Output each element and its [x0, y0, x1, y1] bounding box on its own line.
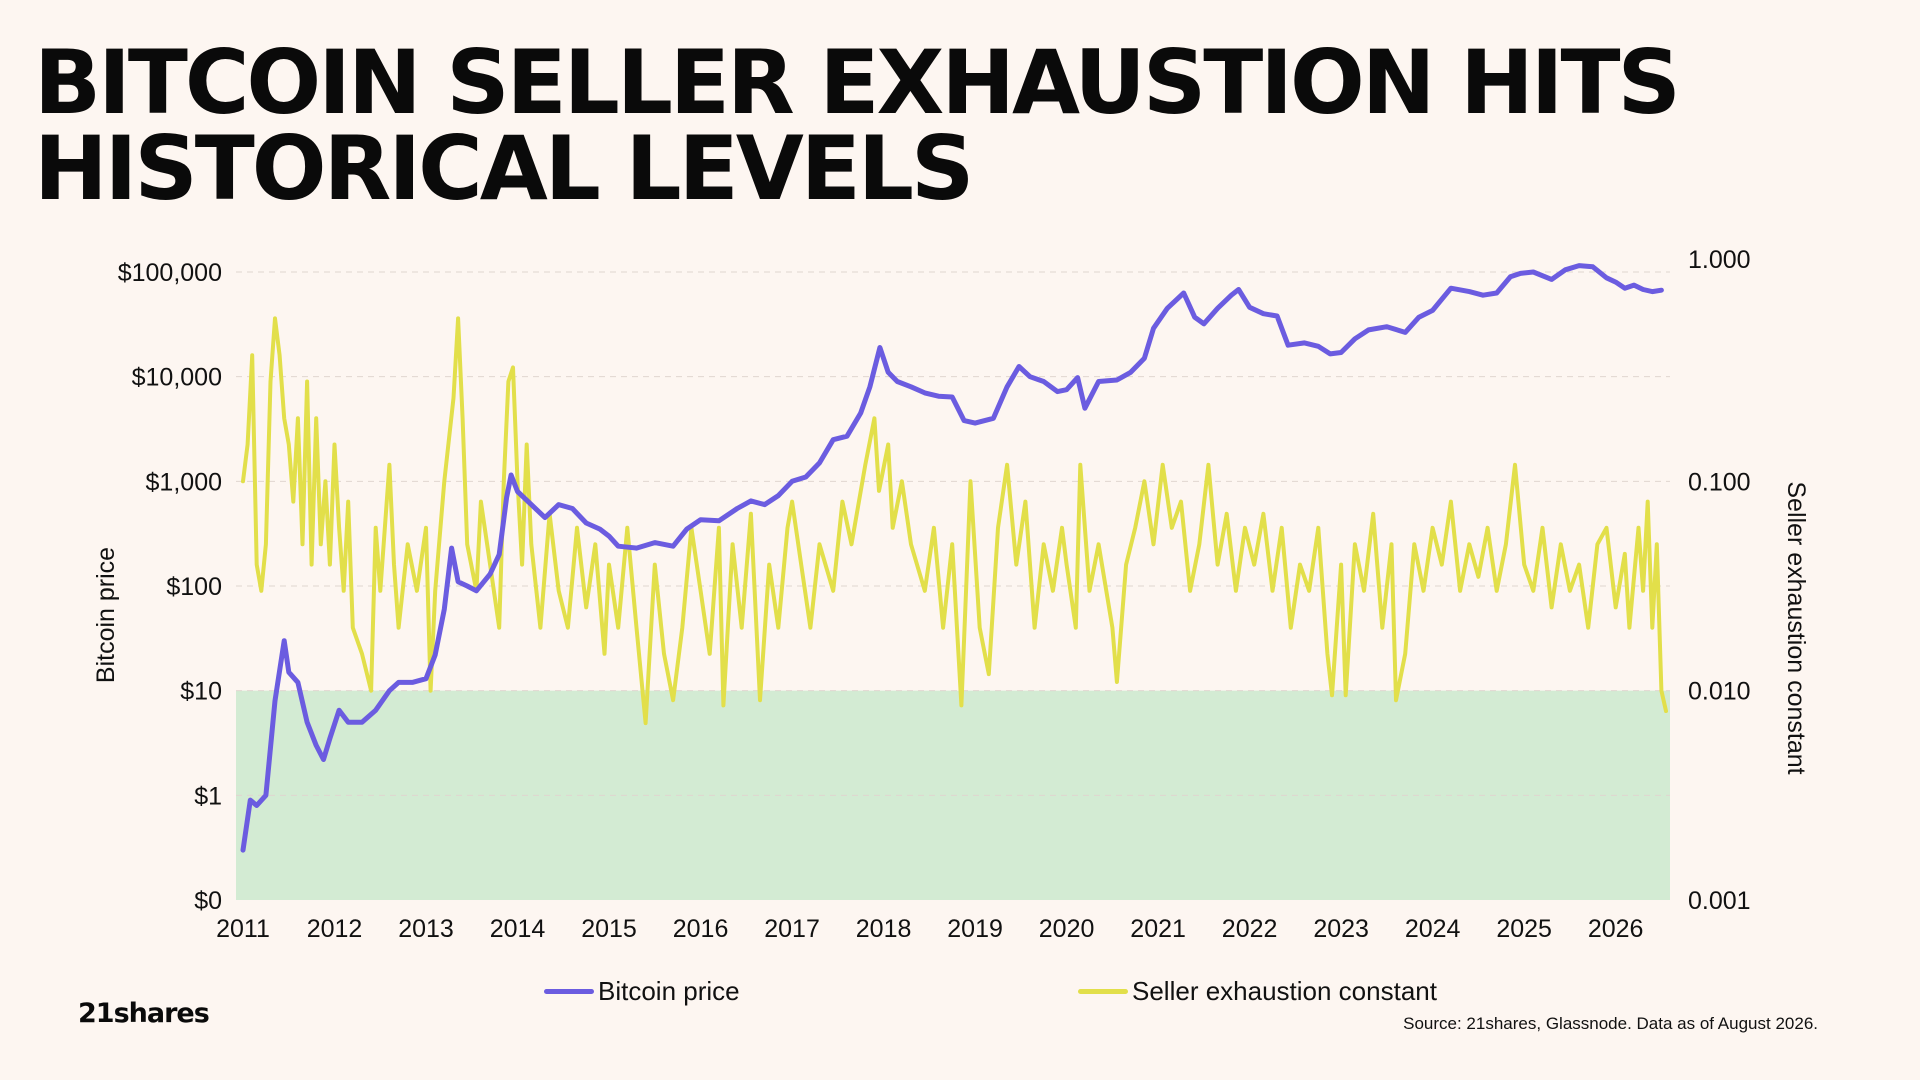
- logo-21shares: 21shares: [78, 998, 210, 1029]
- legend-label-seller-exhaustion: Seller exhaustion constant: [1132, 976, 1437, 1006]
- x-tick-label: 2011: [216, 915, 270, 943]
- right-tick-label: 0.010: [1688, 678, 1751, 706]
- right-tick-label: 1.000: [1688, 246, 1751, 274]
- x-tick-label: 2023: [1313, 915, 1369, 943]
- left-tick-label: $1: [194, 782, 222, 810]
- x-tick-label: 2019: [947, 915, 1003, 943]
- x-tick-label: 2026: [1588, 915, 1644, 943]
- right-tick-label: 0.100: [1688, 468, 1751, 496]
- right-tick-label: 0.001: [1688, 887, 1751, 915]
- x-tick-label: 2014: [490, 915, 546, 943]
- x-tick-label: 2015: [581, 915, 637, 943]
- left-tick-label: $0: [194, 887, 222, 915]
- chart-title-line-1: BITCOIN SELLER EXHAUSTION HITS: [34, 31, 1681, 134]
- right-axis-title: Seller exhaustion constant: [1782, 481, 1810, 774]
- x-tick-label: 2024: [1405, 915, 1461, 943]
- source-note: Source: 21shares, Glassnode. Data as of …: [1403, 1014, 1818, 1033]
- series-line-seller-exhaustion: [241, 316, 1668, 726]
- x-tick-label: 2016: [673, 915, 729, 943]
- x-tick-label: 2025: [1496, 915, 1552, 943]
- legend: Bitcoin price Seller exhaustion constant: [0, 976, 1920, 1006]
- chart-title: BITCOIN SELLER EXHAUSTION HITS HISTORICA…: [34, 31, 1681, 220]
- left-tick-label: $10: [180, 678, 222, 706]
- series-layer: [240, 263, 1668, 853]
- legend-swatch-bitcoin-price: [544, 989, 594, 994]
- x-tick-label: 2020: [1039, 915, 1095, 943]
- x-tick-label: 2017: [764, 915, 820, 943]
- left-axis-title: Bitcoin price: [92, 547, 120, 683]
- x-tick-label: 2013: [398, 915, 454, 943]
- legend-item-bitcoin-price: Bitcoin price: [544, 976, 740, 1007]
- x-tick-label: 2012: [307, 915, 363, 943]
- x-tick-label: 2021: [1130, 915, 1186, 943]
- left-tick-label: $10,000: [132, 364, 222, 392]
- legend-item-seller-exhaustion: Seller exhaustion constant: [1078, 976, 1437, 1007]
- x-tick-label: 2018: [856, 915, 912, 943]
- legend-label-bitcoin-price: Bitcoin price: [598, 976, 740, 1006]
- chart-title-line-2: HISTORICAL LEVELS: [34, 117, 974, 220]
- left-tick-label: $100,000: [118, 259, 222, 287]
- x-tick-label: 2022: [1222, 915, 1278, 943]
- left-tick-label: $100: [166, 573, 222, 601]
- series-line-bitcoin-price: [240, 263, 1664, 853]
- left-tick-label: $1,000: [146, 468, 222, 496]
- legend-swatch-seller-exhaustion: [1078, 989, 1128, 994]
- ticks-layer: $0 $1 $10 $100 $1,000 $10,000 $100,000 0.001 0.0…: [118, 246, 1751, 943]
